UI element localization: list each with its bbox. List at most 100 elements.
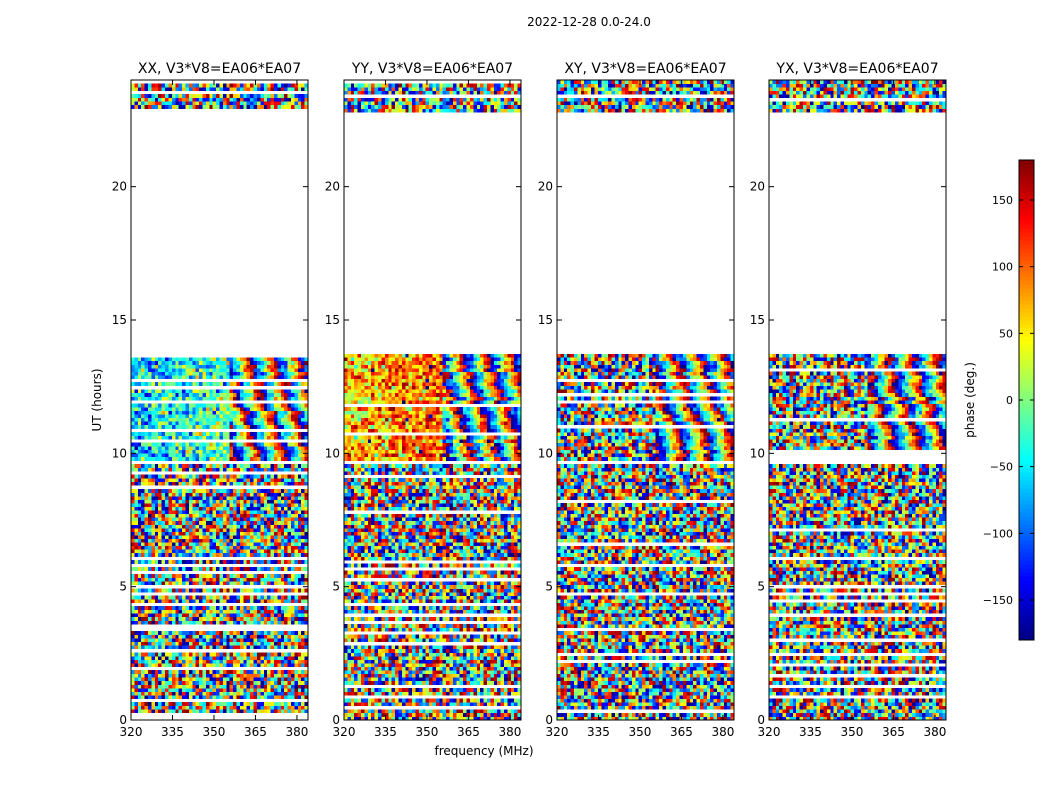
heatmap-cell [165,442,169,447]
heatmap-cell [287,83,292,88]
heatmap-cell [202,389,207,394]
heatmap-cell [246,606,251,611]
heatmap-cell [422,691,426,696]
heatmap-cell [446,691,450,696]
heatmap-cell [344,698,348,703]
heatmap-cell [273,577,278,582]
heatmap-cell [236,417,241,422]
heatmap-cell [182,705,186,710]
heatmap-cell [195,684,200,689]
heatmap-cell [199,531,203,536]
heatmap-cell [517,712,522,717]
heatmap-cell [246,620,251,625]
heatmap-cell [131,496,135,500]
heatmap-cell [151,634,156,639]
heatmap-cell [304,464,309,468]
heatmap-cell [141,414,145,419]
heatmap-cell [226,606,231,611]
heatmap-cell [260,94,265,99]
heatmap-cell [131,375,135,379]
heatmap-cell [222,616,227,621]
heatmap-cell [297,364,302,369]
heatmap-cell [263,417,268,422]
heatmap-cell [226,357,231,362]
heatmap-cell [178,684,183,689]
heatmap-cell [141,421,145,426]
heatmap-cell [188,538,193,543]
heatmap-cell [490,691,495,696]
heatmap-cell [209,496,213,500]
heatmap-cell [222,609,227,614]
heatmap-cell [178,456,183,461]
heatmap-cell [202,467,207,472]
heatmap-cell [182,549,186,554]
heatmap-cell [219,410,224,415]
heatmap-cell [253,392,258,397]
heatmap-cell [277,663,282,667]
heatmap-cell [216,396,220,401]
heatmap-cell [493,712,498,717]
heatmap-cell [141,520,145,525]
heatmap-cell [209,581,213,586]
heatmap-cell [154,382,159,387]
heatmap-cell [294,481,299,486]
heatmap-cell [158,496,162,500]
heatmap-cell [185,595,190,600]
heatmap-cell [284,620,288,625]
heatmap-cell [256,97,261,102]
heatmap-cell [226,680,231,685]
heatmap-cell [290,83,295,88]
heatmap-cell [195,652,200,657]
heatmap-cell [178,442,183,447]
heatmap-cell [216,656,220,660]
heatmap-cell [165,528,169,532]
heatmap-cell [277,552,282,557]
heatmap-cell [185,581,190,586]
heatmap-cell [171,688,176,692]
heatmap-cell [158,549,162,554]
heatmap-cell [243,432,248,436]
heatmap-cell [401,702,406,707]
heatmap-cell [284,410,288,415]
heatmap-cell [134,467,139,472]
heatmap-cell [192,94,196,99]
heatmap-cell [165,688,169,692]
heatmap-cell [222,101,227,106]
heatmap-cell [188,510,193,515]
heatmap-cell [168,538,173,543]
heatmap-cell [290,360,295,365]
heatmap-cell [287,634,292,639]
heatmap-cells [344,83,522,721]
heatmap-cell [263,645,268,650]
heatmap-cell [280,403,285,408]
heatmap-cell [192,606,196,611]
heatmap-cell [270,705,275,710]
heatmap-cell [141,574,145,579]
heatmap-cell [158,581,162,586]
heatmap-cell [290,542,295,547]
heatmap-cell [459,688,464,692]
heatmap-cell [219,488,224,493]
heatmap-cell [284,705,288,710]
heatmap-cell [229,549,234,554]
heatmap-cell [301,670,305,675]
heatmap-cell [280,520,285,525]
heatmap-cell [277,620,282,625]
heatmap-cell [256,407,261,411]
heatmap-cell [134,673,139,678]
heatmap-cell [344,680,348,685]
heatmap-cell [216,464,220,468]
heatmap-cell [290,97,295,102]
heatmap-cell [134,695,139,699]
heatmap-cell [226,538,231,543]
heatmap-cell [158,456,162,461]
heatmap-cell [131,695,135,699]
heatmap-cell [297,606,302,611]
heatmap-cell [301,506,305,511]
heatmap-cell [171,595,176,600]
heatmap-cell [280,695,285,699]
heatmap-cell [216,414,220,419]
heatmap-cell [178,581,183,586]
heatmap-cell [222,638,227,643]
heatmap-cell [182,453,186,458]
